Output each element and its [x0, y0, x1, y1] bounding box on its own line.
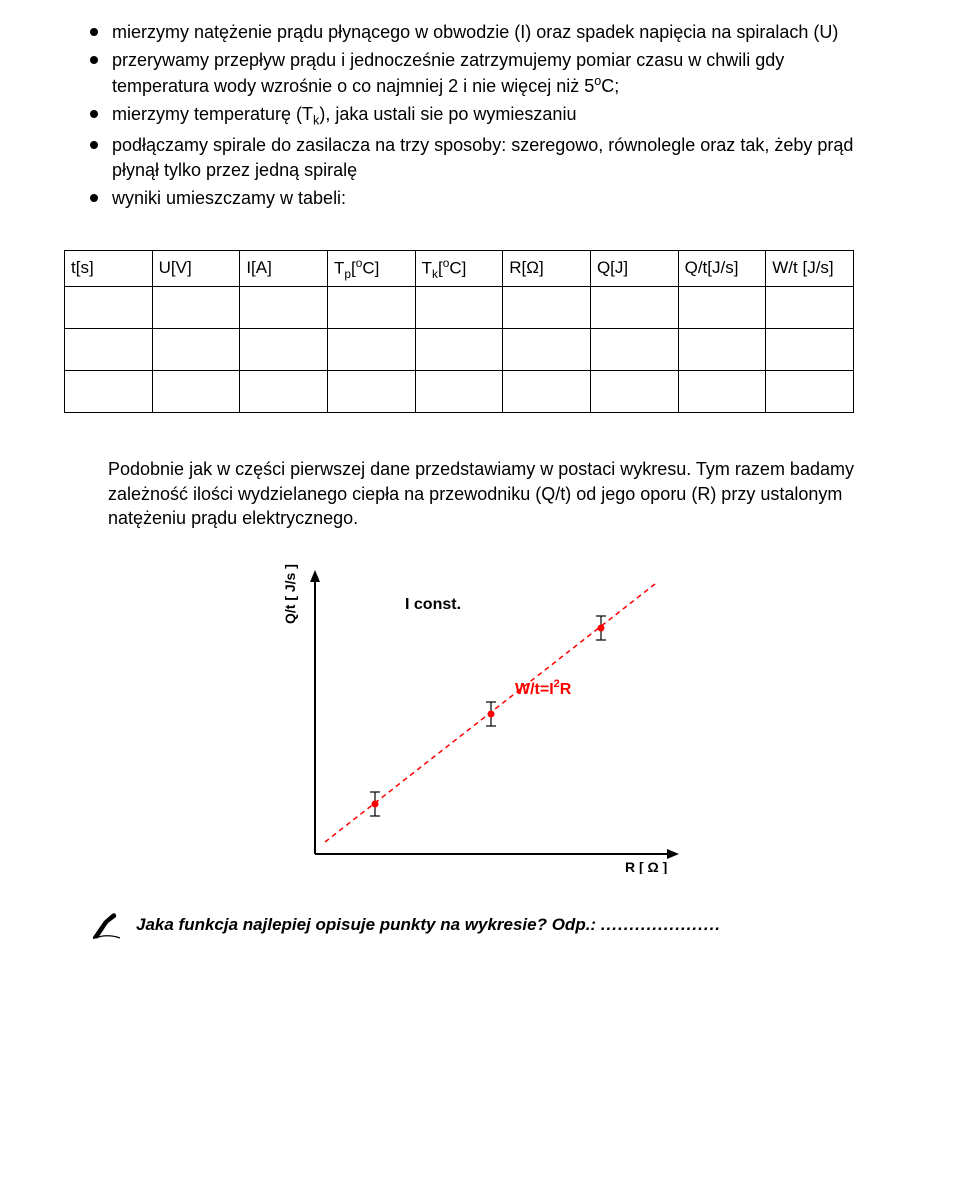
col-sub: p: [344, 267, 351, 281]
col-i: I[A]: [240, 251, 328, 287]
table-row: [65, 287, 854, 329]
y-axis-label: Q/t [ J/s ]: [282, 564, 298, 624]
col-r: R[Ω]: [503, 251, 591, 287]
col-label: R[Ω]: [509, 258, 543, 277]
col-t: t[s]: [65, 251, 153, 287]
col-tk: Tk[oC]: [415, 251, 503, 287]
col-label: W/t [J/s]: [772, 258, 833, 277]
description-paragraph: Podobnie jak w części pierwszej dane prz…: [108, 457, 880, 530]
annotation-formula: W/t=I2R: [515, 678, 572, 698]
list-item: wyniki umieszczamy w tabeli:: [90, 186, 880, 210]
col-label: T: [422, 259, 432, 278]
chart-container: Q/t [ J/s ] R [ Ω ] I const. W/t=I2R: [275, 564, 695, 880]
list-item: przerywamy przepływ prądu i jednocześnie…: [90, 48, 880, 98]
table-header-row: t[s] U[V] I[A] Tp[oC] Tk[oC] R[Ω] Q[J] Q…: [65, 251, 854, 287]
col-label: U[V]: [159, 258, 192, 277]
measurement-table: t[s] U[V] I[A] Tp[oC] Tk[oC] R[Ω] Q[J] Q…: [64, 250, 854, 413]
formula-pre: W/t=I: [515, 681, 554, 698]
col-label: C]: [449, 259, 466, 278]
footer-question-row: Jaka funkcja najlepiej opisuje punkty na…: [90, 911, 880, 941]
table-row: [65, 371, 854, 413]
bullet-text: ), jaka ustali sie po wymieszaniu: [319, 104, 576, 124]
data-point-2: [486, 702, 496, 726]
col-wt: W/t [J/s]: [766, 251, 854, 287]
bullet-text: mierzymy natężenie prądu płynącego w obw…: [112, 22, 838, 42]
annotation-i-const: I const.: [405, 596, 461, 613]
bullet-text: mierzymy temperaturę (T: [112, 104, 313, 124]
col-label: Q[J]: [597, 258, 628, 277]
data-point-1: [370, 792, 380, 816]
question-text: Jaka funkcja najlepiej opisuje punkty na…: [136, 915, 596, 934]
footer-question: Jaka funkcja najlepiej opisuje punkty na…: [136, 914, 721, 937]
answer-dots: .....................: [601, 915, 721, 934]
bullet-text: podłączamy spirale do zasilacza na trzy …: [112, 135, 853, 179]
qt-vs-r-chart: Q/t [ J/s ] R [ Ω ] I const. W/t=I2R: [275, 564, 685, 874]
list-item: mierzymy temperaturę (Tk), jaka ustali s…: [90, 102, 880, 130]
col-tp: Tp[oC]: [327, 251, 415, 287]
bullet-text: C;: [601, 76, 619, 96]
list-item: mierzymy natężenie prądu płynącego w obw…: [90, 20, 880, 44]
procedure-list: mierzymy natężenie prądu płynącego w obw…: [90, 20, 880, 210]
formula-post: R: [560, 681, 572, 698]
bullet-text: przerywamy przepływ prądu i jednocześnie…: [112, 50, 784, 95]
col-label: Q/t[J/s]: [685, 258, 739, 277]
x-axis-arrow: [667, 849, 679, 859]
list-item: podłączamy spirale do zasilacza na trzy …: [90, 133, 880, 182]
col-qt: Q/t[J/s]: [678, 251, 766, 287]
col-label: C]: [362, 259, 379, 278]
bullet-text: wyniki umieszczamy w tabeli:: [112, 188, 346, 208]
col-label: T: [334, 259, 344, 278]
y-axis-arrow: [310, 570, 320, 582]
writing-hand-icon: [90, 911, 126, 941]
col-q: Q[J]: [590, 251, 678, 287]
col-u: U[V]: [152, 251, 240, 287]
table-row: [65, 329, 854, 371]
col-label: I[A]: [246, 258, 272, 277]
data-point-3: [596, 616, 606, 640]
col-label: t[s]: [71, 258, 94, 277]
x-axis-label: R [ Ω ]: [625, 859, 667, 874]
